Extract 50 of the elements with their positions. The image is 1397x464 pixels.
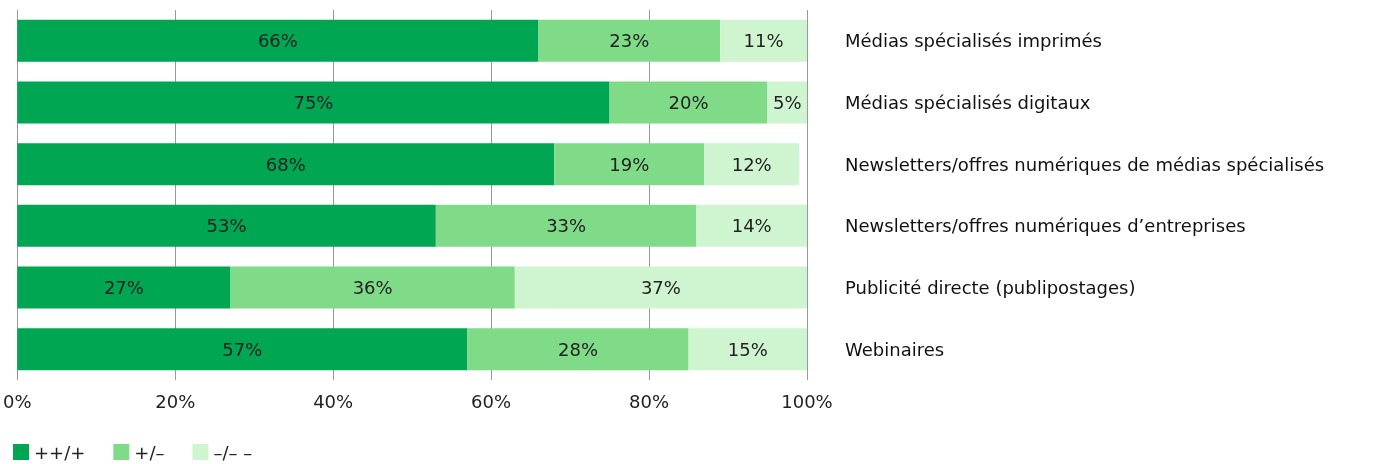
x-tick-label: 100% xyxy=(781,390,833,412)
bar xyxy=(538,19,721,62)
y-tick-label: Médias spécialisés imprimés xyxy=(845,30,1102,52)
data-label: 5% xyxy=(772,92,802,113)
bar xyxy=(17,19,539,62)
bar xyxy=(688,328,807,371)
data-label: 57% xyxy=(222,338,263,360)
bar xyxy=(17,81,610,124)
data-label: 20% xyxy=(668,92,709,113)
y-tick-label: Newsletters/offres numériques d’entreprises xyxy=(845,215,1246,237)
bar xyxy=(17,328,468,371)
bar xyxy=(609,81,768,124)
y-tick-label: Publicité directe (publipostages) xyxy=(845,277,1136,298)
data-label: 28% xyxy=(557,338,598,360)
legend-label: –/– – xyxy=(213,441,253,463)
bar xyxy=(554,143,705,186)
legend-label: ++/+ xyxy=(34,441,86,463)
bar xyxy=(467,328,689,371)
bar xyxy=(720,19,807,62)
x-tick-label: 0% xyxy=(3,390,32,412)
data-label: 66% xyxy=(257,30,298,52)
bar xyxy=(514,266,807,309)
data-label: 15% xyxy=(727,338,768,360)
data-label: 12% xyxy=(731,153,772,175)
x-tick-label: 40% xyxy=(313,390,354,412)
bar xyxy=(17,266,231,309)
data-label: 14% xyxy=(731,215,772,237)
data-label: 27% xyxy=(103,277,144,298)
bar xyxy=(435,204,697,247)
x-tick-label: 20% xyxy=(155,390,196,412)
bar xyxy=(230,266,515,309)
data-label: 11% xyxy=(743,30,784,52)
x-tick-label: 80% xyxy=(629,390,670,412)
x-tick-label: 60% xyxy=(471,390,512,412)
data-label: 19% xyxy=(609,153,650,175)
bar xyxy=(704,143,800,186)
data-label: 75% xyxy=(293,92,334,113)
data-label: 33% xyxy=(546,215,587,237)
bar xyxy=(17,143,555,186)
data-label: 23% xyxy=(609,30,650,52)
y-tick-label: Newsletters/offres numériques de médias spécialisés xyxy=(845,153,1325,175)
data-label: 53% xyxy=(206,215,247,237)
data-label: 68% xyxy=(265,153,306,175)
legend-label: +/– xyxy=(134,441,165,463)
bar xyxy=(696,204,807,247)
y-tick-label: Médias spécialisés digitaux xyxy=(845,92,1091,113)
y-tick-label: Webinaires xyxy=(845,338,945,360)
data-label: 36% xyxy=(352,277,393,298)
data-label: 37% xyxy=(640,277,681,298)
bar xyxy=(17,204,436,247)
